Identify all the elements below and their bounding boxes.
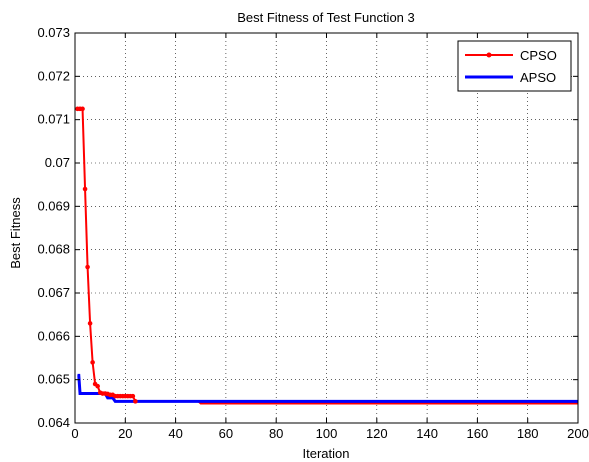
data-point-cpso xyxy=(87,321,93,326)
x-tick-label: 160 xyxy=(467,426,489,441)
y-axis-label: Best Fitness xyxy=(8,197,23,269)
y-tick-label: 0.07 xyxy=(45,155,70,170)
legend-label-apso: APSO xyxy=(520,70,556,85)
y-tick-label: 0.069 xyxy=(37,198,70,213)
y-tick-label: 0.066 xyxy=(37,328,70,343)
x-tick-label: 140 xyxy=(416,426,438,441)
chart-title: Best Fitness of Test Function 3 xyxy=(237,10,415,25)
legend-box xyxy=(457,40,572,92)
y-tick-label: 0.072 xyxy=(37,68,70,83)
data-point-cpso xyxy=(90,360,95,365)
y-tick-label: 0.065 xyxy=(37,372,70,387)
legend-marker-cpso xyxy=(486,52,492,58)
data-point-cpso xyxy=(85,264,90,270)
grid-lines xyxy=(75,33,578,423)
y-tick-label: 0.064 xyxy=(37,415,70,430)
x-tick-label: 0 xyxy=(71,426,78,441)
data-point-cpso xyxy=(130,393,136,399)
series-group xyxy=(75,106,578,405)
legend: CPSO APSO xyxy=(457,40,572,92)
legend-label-cpso: CPSO xyxy=(520,48,557,63)
x-tick-label: 200 xyxy=(567,426,589,441)
y-tick-label: 0.068 xyxy=(37,242,70,257)
x-tick-label: 180 xyxy=(517,426,539,441)
x-axis-label: Iteration xyxy=(303,446,350,461)
data-point-cpso xyxy=(82,186,88,192)
tick-group: 0 20 40 60 80 100 120 140 160 180 200 0.064 0.065 0.0… xyxy=(37,25,588,441)
x-tick-label: 100 xyxy=(316,426,338,441)
y-tick-label: 0.071 xyxy=(37,112,70,127)
y-tick-label: 0.067 xyxy=(37,285,70,300)
x-tick-label: 40 xyxy=(168,426,182,441)
x-tick-label: 80 xyxy=(269,426,283,441)
data-point-cpso xyxy=(80,106,85,112)
x-tick-label: 20 xyxy=(118,426,132,441)
data-point-cpso xyxy=(133,399,138,404)
x-tick-label: 120 xyxy=(366,426,388,441)
y-tick-label: 0.073 xyxy=(37,25,70,40)
x-tick-label: 60 xyxy=(219,426,233,441)
data-point-cpso xyxy=(95,383,100,389)
